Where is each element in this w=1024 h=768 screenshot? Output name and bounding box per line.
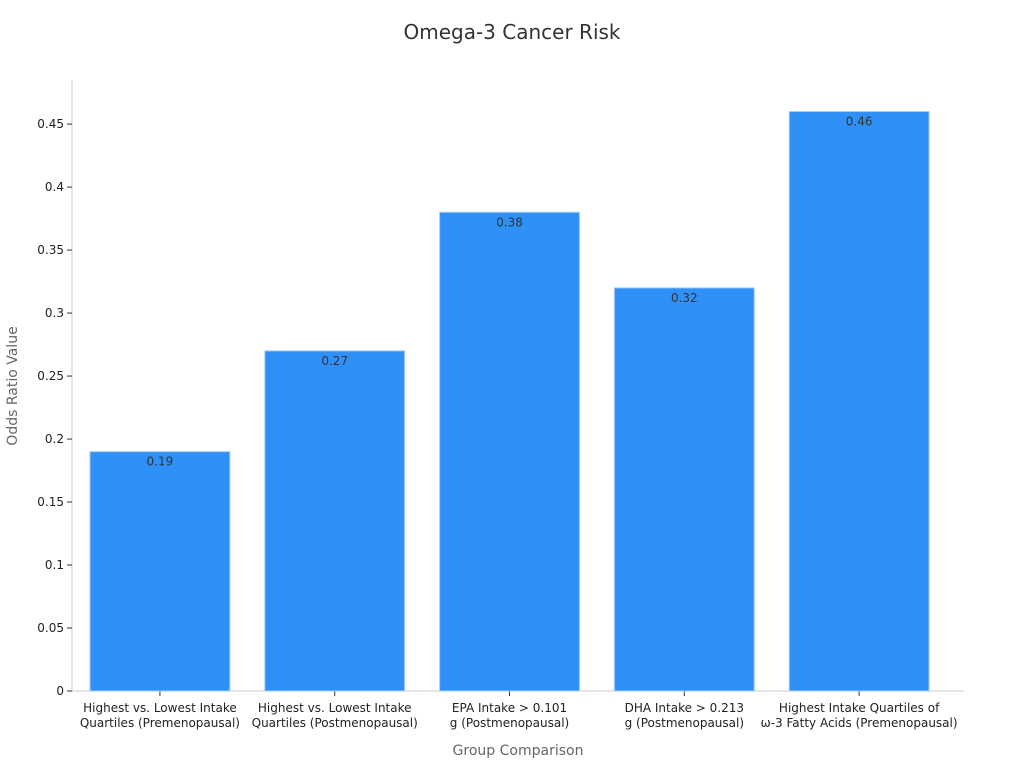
x-tick-label: Quartiles (Premenopausal) (80, 716, 240, 730)
y-tick-label: 0.3 (45, 306, 64, 320)
bar-value-label: 0.19 (147, 455, 174, 469)
y-tick-label: 0.25 (37, 369, 64, 383)
y-tick-label: 0.1 (45, 558, 64, 572)
x-tick-label: Highest vs. Lowest Intake (83, 701, 237, 715)
bar[interactable] (89, 451, 231, 692)
y-tick-label: 0 (56, 684, 64, 698)
y-tick-label: 0.05 (37, 621, 64, 635)
x-tick-label: Quartiles (Postmenopausal) (252, 716, 418, 730)
y-tick-label: 0.45 (37, 117, 64, 131)
y-tick-label: 0.2 (45, 432, 64, 446)
y-tick-label: 0.4 (45, 180, 64, 194)
x-tick-label: EPA Intake > 0.101 (452, 701, 567, 715)
x-tick-label: Highest vs. Lowest Intake (258, 701, 412, 715)
bar[interactable] (613, 287, 755, 692)
bar-value-label: 0.32 (671, 291, 698, 305)
x-tick-label: Highest Intake Quartiles of (779, 701, 940, 715)
chart-title: Omega-3 Cancer Risk (403, 20, 621, 44)
bar-value-label: 0.27 (321, 354, 348, 368)
x-tick-label: g (Postmenopausal) (625, 716, 744, 730)
bar[interactable] (439, 211, 580, 692)
y-axis: 0 0.05 0.1 0.15 0.2 0.25 0.3 0.35 0.4 0.45 (37, 80, 73, 698)
x-tick-label: ω-3 Fatty Acids (Premenopausal) (761, 716, 958, 730)
x-axis-title: Group Comparison (453, 743, 584, 759)
bar-value-label: 0.38 (496, 215, 523, 229)
y-tick-label: 0.35 (37, 243, 64, 257)
bars (89, 110, 930, 692)
bar-value-label: 0.46 (846, 114, 873, 128)
bar[interactable] (788, 110, 930, 692)
y-tick-label: 0.15 (37, 495, 64, 509)
x-tick-label: g (Postmenopausal) (450, 716, 569, 730)
value-labels: 0.19 0.27 0.38 0.32 0.46 (147, 114, 873, 468)
x-tick-label: DHA Intake > 0.213 (625, 701, 744, 715)
bar[interactable] (264, 350, 406, 692)
y-axis-title: Odds Ratio Value (5, 326, 21, 445)
